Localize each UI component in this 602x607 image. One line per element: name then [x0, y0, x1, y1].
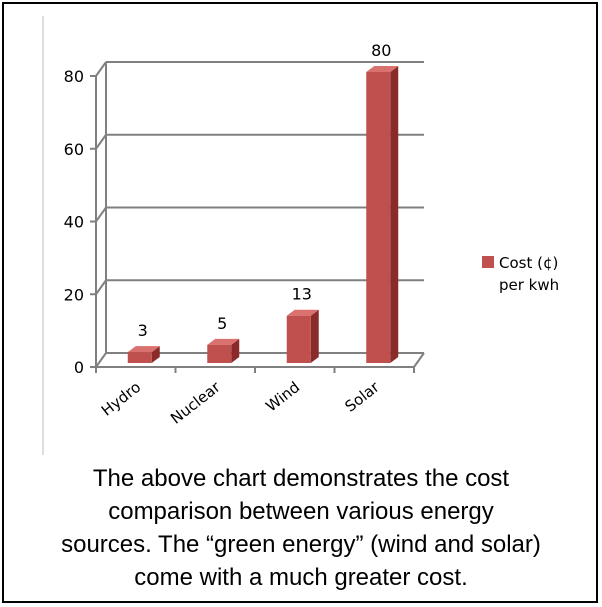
gridline-depth [95, 279, 107, 295]
y-tick-label: 80 [64, 67, 84, 86]
legend-swatch [482, 256, 494, 268]
bar-front [366, 72, 391, 363]
data-label-hydro: 3 [138, 321, 148, 340]
y-tick-label: 40 [64, 213, 84, 232]
caption-line-3: sources. The “green energy” (wind and so… [61, 531, 541, 558]
bar-front [207, 344, 232, 363]
y-tick-label: 20 [64, 285, 84, 304]
bar-side [231, 338, 240, 363]
bar-top [207, 338, 240, 345]
chart-caption: The above chart demonstrates the cost co… [0, 462, 602, 594]
data-label-solar: 80 [371, 41, 391, 60]
bar-solar [366, 66, 399, 363]
category-label-wind: Wind [262, 378, 303, 415]
y-tick-label: 60 [64, 140, 84, 159]
bar-top [127, 346, 160, 353]
bar-front [127, 352, 152, 363]
labels: 0 20 40 60 80 3 Hydro 5 Nuclear 13 Wind 80 Solar [64, 41, 392, 428]
bar-chart: 0 20 40 60 80 3 Hydro 5 Nuclear 13 Wind 80 Solar [42, 16, 425, 455]
bar-side [390, 66, 399, 363]
category-label-solar: Solar [342, 377, 384, 415]
bar-top [286, 309, 319, 316]
data-label-wind: 13 [292, 285, 312, 304]
bar-top [366, 66, 399, 72]
category-label-hydro: Hydro [98, 378, 144, 420]
y-tick-label: 0 [74, 358, 84, 377]
caption-line-1: The above chart demonstrates the cost [92, 465, 510, 492]
x-axis-depth [413, 352, 425, 368]
bar-side [310, 309, 319, 363]
bars [127, 66, 399, 363]
bar-wind [286, 309, 319, 363]
bar-hydro [127, 346, 160, 363]
gridline-depth [95, 61, 107, 77]
axes [42, 16, 425, 455]
legend-label-line2: per kwh [499, 276, 560, 294]
bar-nuclear [207, 338, 240, 363]
legend-text: Cost (¢) per kwh [499, 252, 594, 296]
bar-front [286, 315, 311, 363]
data-label-nuclear: 5 [217, 314, 227, 333]
bar-side [151, 346, 160, 363]
gridline-depth [95, 352, 107, 368]
category-label-nuclear: Nuclear [167, 377, 224, 427]
caption-line-2: comparison between various energy [108, 498, 494, 525]
gridline-depth [95, 206, 107, 223]
gridline-depth [95, 134, 107, 150]
legend-label-line1: Cost (¢) [499, 254, 559, 272]
caption-line-4: come with a much greater cost. [134, 564, 468, 591]
